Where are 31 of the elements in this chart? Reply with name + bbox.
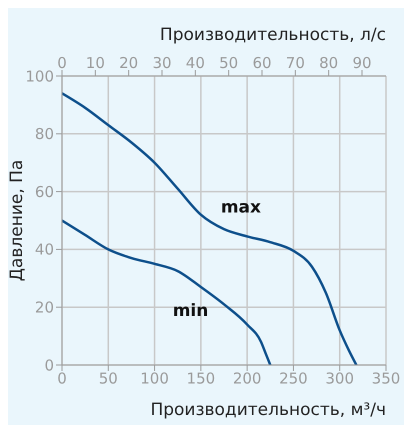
- x-tick-label: 200: [232, 370, 262, 388]
- x2-tick-label: 40: [186, 54, 205, 72]
- x-tick-label: 300: [325, 370, 354, 388]
- y-tick-label: 100: [25, 67, 54, 86]
- x2-tick-label: 10: [86, 54, 105, 72]
- series-label: max: [220, 198, 262, 218]
- line-series: [62, 92, 358, 365]
- x2-tick-label: 30: [152, 54, 172, 72]
- line-series: [62, 219, 272, 365]
- x2-tick-label: 50: [219, 54, 238, 72]
- x2-tick-label: 0: [57, 54, 67, 72]
- x2-tick-label: 80: [319, 54, 338, 72]
- x-tick-label: 50: [98, 370, 118, 388]
- x-tick-label: 350: [372, 370, 400, 388]
- x2-tick-label: 20: [119, 54, 138, 72]
- x-tick-label: 150: [186, 370, 216, 388]
- y-tick-label: 80: [34, 125, 54, 144]
- x2-tick-label: 70: [286, 54, 305, 72]
- y-tick-label: 20: [34, 298, 54, 317]
- x-axis-title: Производительность, м³/ч: [150, 400, 386, 420]
- x-tick-label: 250: [279, 370, 308, 388]
- y-tick-label: 60: [34, 182, 54, 201]
- x-tick-label: 100: [140, 370, 169, 388]
- x2-tick-label: 90: [352, 54, 372, 72]
- x-tick-label: 0: [57, 370, 67, 388]
- x2-tick-label: 60: [252, 54, 272, 72]
- y-axis-title: Давление, Па: [7, 160, 28, 282]
- y-tick-label: 40: [34, 240, 54, 259]
- x2-axis-title: Производительность, л/с: [160, 25, 386, 46]
- series-label: min: [172, 301, 208, 322]
- y-tick-label: 0: [44, 356, 54, 374]
